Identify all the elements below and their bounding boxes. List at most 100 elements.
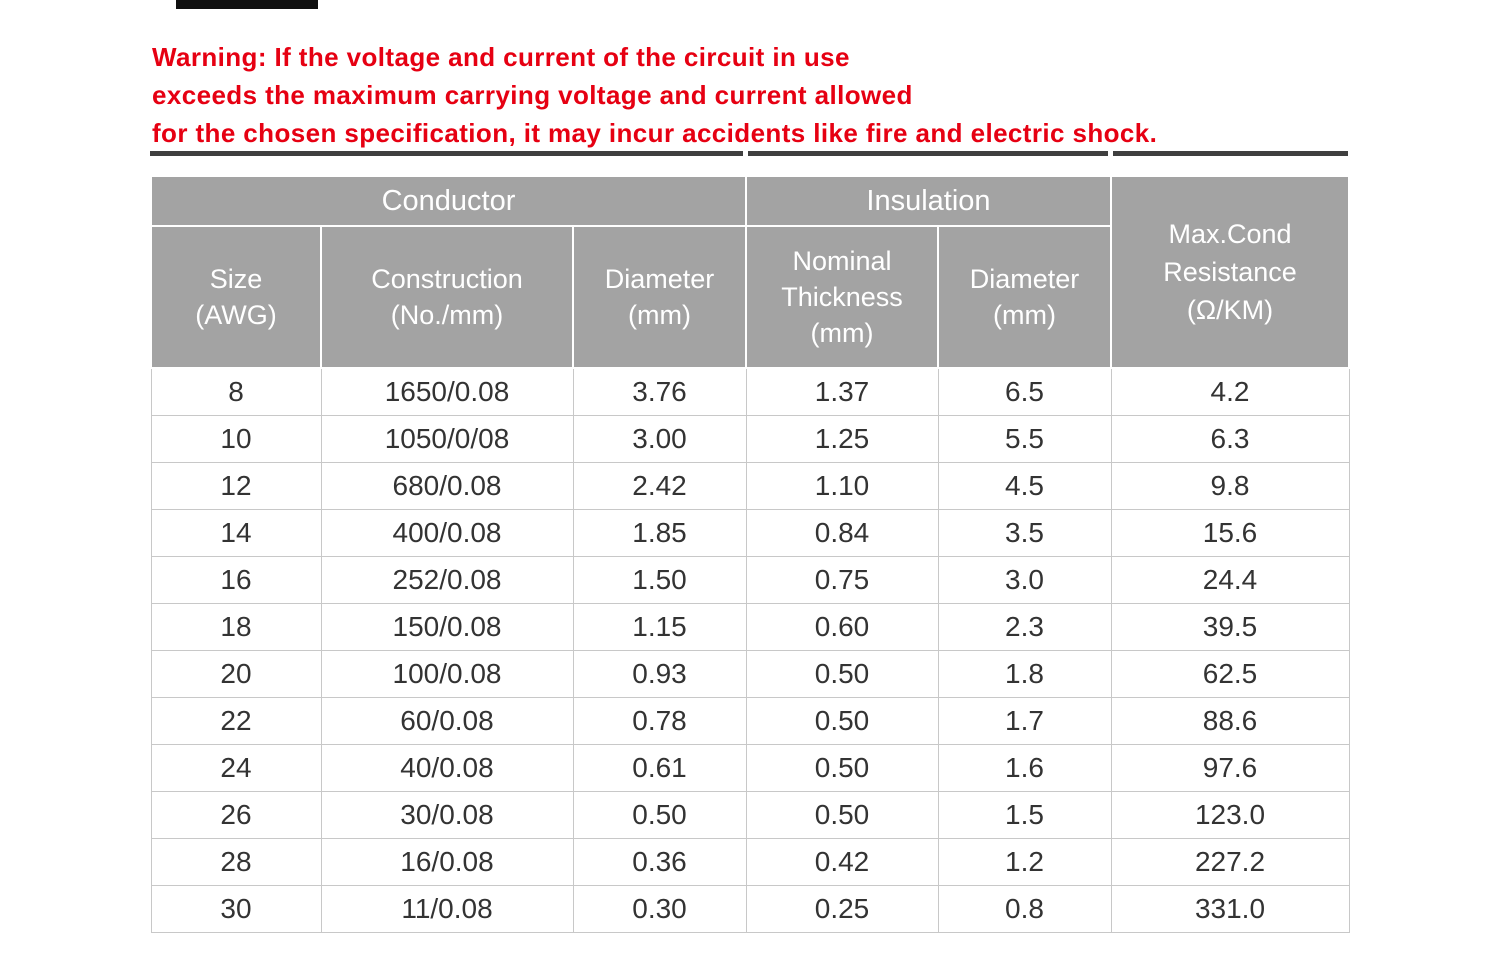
- cell-nominal-thickness: 1.10: [745, 462, 939, 510]
- column-header-row: Size (AWG) Construction (No./mm) Diamete…: [150, 225, 1349, 369]
- rule-segment-insulation: [748, 151, 1108, 156]
- cell-size-awg: 20: [150, 650, 322, 698]
- cell-max-cond-resistance: 39.5: [1110, 603, 1350, 651]
- cell-construction: 100/0.08: [320, 650, 574, 698]
- cell-construction: 400/0.08: [320, 509, 574, 557]
- cell-size-awg: 18: [150, 603, 322, 651]
- warning-line-2: exceeds the maximum carrying voltage and…: [152, 80, 913, 110]
- cell-conductor-diameter: 3.00: [572, 415, 747, 463]
- rule-segment-conductor: [150, 151, 743, 156]
- wire-spec-table: Conductor Insulation Max.Cond Resistance…: [150, 175, 1350, 933]
- cell-insulation-diameter: 6.5: [937, 367, 1112, 416]
- cell-conductor-diameter: 0.78: [572, 697, 747, 745]
- column-header-construction: Construction (No./mm): [320, 225, 574, 369]
- cell-insulation-diameter: 1.5: [937, 791, 1112, 839]
- cell-nominal-thickness: 0.50: [745, 791, 939, 839]
- table-row: 30 11/0.08 0.30 0.25 0.8 331.0: [150, 885, 1350, 933]
- cell-max-cond-resistance: 331.0: [1110, 885, 1350, 933]
- cell-nominal-thickness: 0.50: [745, 744, 939, 792]
- table-row: 12 680/0.08 2.42 1.10 4.5 9.8: [150, 462, 1350, 510]
- cell-conductor-diameter: 0.36: [572, 838, 747, 886]
- cell-nominal-thickness: 1.25: [745, 415, 939, 463]
- cell-construction: 150/0.08: [320, 603, 574, 651]
- cell-construction: 30/0.08: [320, 791, 574, 839]
- cell-nominal-thickness: 0.25: [745, 885, 939, 933]
- cell-nominal-thickness: 0.75: [745, 556, 939, 604]
- double-rule-divider: [150, 151, 1348, 156]
- cell-nominal-thickness: 1.37: [745, 367, 939, 416]
- table-row: 20 100/0.08 0.93 0.50 1.8 62.5: [150, 650, 1350, 698]
- cell-nominal-thickness: 0.84: [745, 509, 939, 557]
- cell-max-cond-resistance: 123.0: [1110, 791, 1350, 839]
- table-row: 10 1050/0/08 3.00 1.25 5.5 6.3: [150, 415, 1350, 463]
- cell-conductor-diameter: 0.30: [572, 885, 747, 933]
- cell-insulation-diameter: 0.8: [937, 885, 1112, 933]
- group-header-insulation: Insulation: [745, 175, 1112, 227]
- cell-max-cond-resistance: 62.5: [1110, 650, 1350, 698]
- cell-nominal-thickness: 0.42: [745, 838, 939, 886]
- cell-conductor-diameter: 3.76: [572, 367, 747, 416]
- cell-size-awg: 24: [150, 744, 322, 792]
- warning-text: Warning: If the voltage and current of t…: [152, 38, 1157, 152]
- cell-nominal-thickness: 0.60: [745, 603, 939, 651]
- spec-table-body: 8 1650/0.08 3.76 1.37 6.5 4.2 10 1050/0/08 3.00 1…: [150, 367, 1350, 933]
- table-row: 26 30/0.08 0.50 0.50 1.5 123.0: [150, 791, 1350, 839]
- cell-size-awg: 22: [150, 697, 322, 745]
- table-header: Conductor Insulation Max.Cond Resistance…: [150, 175, 1350, 369]
- rule-segment-resistance: [1113, 151, 1348, 156]
- cell-insulation-diameter: 1.2: [937, 838, 1112, 886]
- cell-size-awg: 8: [150, 367, 322, 416]
- cell-construction: 1650/0.08: [320, 367, 574, 416]
- cell-max-cond-resistance: 15.6: [1110, 509, 1350, 557]
- cell-conductor-diameter: 1.85: [572, 509, 747, 557]
- cell-insulation-diameter: 3.0: [937, 556, 1112, 604]
- table-row: 18 150/0.08 1.15 0.60 2.3 39.5: [150, 603, 1350, 651]
- cell-max-cond-resistance: 227.2: [1110, 838, 1350, 886]
- cell-construction: 252/0.08: [320, 556, 574, 604]
- column-header-size-awg: Size (AWG): [150, 225, 322, 369]
- cell-size-awg: 16: [150, 556, 322, 604]
- column-header-conductor-diameter: Diameter (mm): [572, 225, 747, 369]
- cell-conductor-diameter: 2.42: [572, 462, 747, 510]
- cell-insulation-diameter: 5.5: [937, 415, 1112, 463]
- cell-nominal-thickness: 0.50: [745, 650, 939, 698]
- cell-conductor-diameter: 1.15: [572, 603, 747, 651]
- cell-size-awg: 30: [150, 885, 322, 933]
- cell-insulation-diameter: 3.5: [937, 509, 1112, 557]
- cell-construction: 11/0.08: [320, 885, 574, 933]
- table-row: 16 252/0.08 1.50 0.75 3.0 24.4: [150, 556, 1350, 604]
- cell-construction: 16/0.08: [320, 838, 574, 886]
- cell-construction: 40/0.08: [320, 744, 574, 792]
- cell-construction: 1050/0/08: [320, 415, 574, 463]
- cell-size-awg: 26: [150, 791, 322, 839]
- cell-conductor-diameter: 0.61: [572, 744, 747, 792]
- cell-insulation-diameter: 2.3: [937, 603, 1112, 651]
- warning-line-1: Warning: If the voltage and current of t…: [152, 42, 850, 72]
- cropped-top-bar: [176, 0, 318, 9]
- table-row: 24 40/0.08 0.61 0.50 1.6 97.6: [150, 744, 1350, 792]
- cell-max-cond-resistance: 9.8: [1110, 462, 1350, 510]
- cell-max-cond-resistance: 6.3: [1110, 415, 1350, 463]
- cell-max-cond-resistance: 4.2: [1110, 367, 1350, 416]
- cell-max-cond-resistance: 24.4: [1110, 556, 1350, 604]
- cell-conductor-diameter: 0.50: [572, 791, 747, 839]
- table-row: 22 60/0.08 0.78 0.50 1.7 88.6: [150, 697, 1350, 745]
- cell-max-cond-resistance: 97.6: [1110, 744, 1350, 792]
- column-header-max-cond-resistance: Max.Cond Resistance (Ω/KM): [1110, 175, 1350, 369]
- cell-insulation-diameter: 4.5: [937, 462, 1112, 510]
- cell-size-awg: 12: [150, 462, 322, 510]
- cell-size-awg: 28: [150, 838, 322, 886]
- group-header-row: Conductor Insulation Max.Cond Resistance…: [150, 175, 1350, 369]
- cell-insulation-diameter: 1.7: [937, 697, 1112, 745]
- cell-size-awg: 14: [150, 509, 322, 557]
- cell-construction: 60/0.08: [320, 697, 574, 745]
- warning-line-3: for the chosen specification, it may inc…: [152, 118, 1158, 148]
- cell-nominal-thickness: 0.50: [745, 697, 939, 745]
- column-header-insulation-diameter: Diameter (mm): [937, 225, 1112, 369]
- cell-insulation-diameter: 1.8: [937, 650, 1112, 698]
- cell-insulation-diameter: 1.6: [937, 744, 1112, 792]
- column-header-nominal-thickness: Nominal Thickness (mm): [745, 225, 939, 369]
- cell-max-cond-resistance: 88.6: [1110, 697, 1350, 745]
- cell-construction: 680/0.08: [320, 462, 574, 510]
